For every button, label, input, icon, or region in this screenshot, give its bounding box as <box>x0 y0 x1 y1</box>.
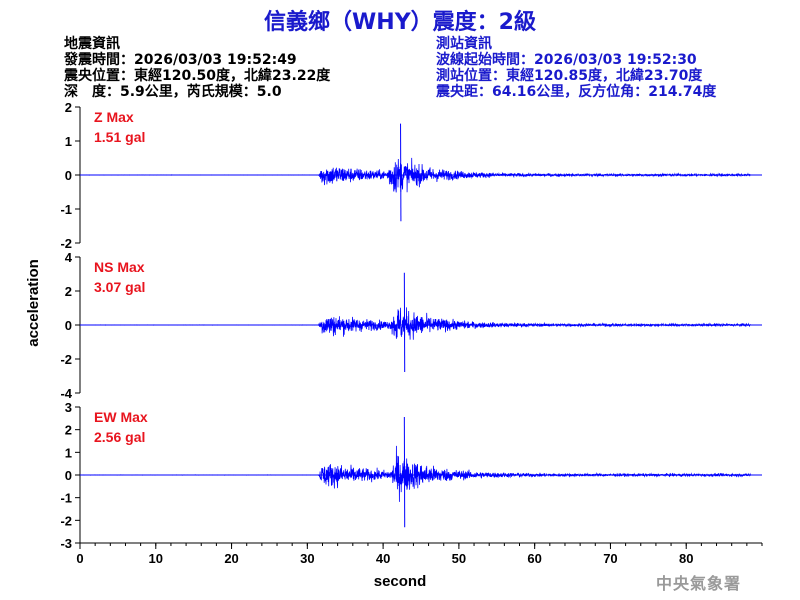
trace-z <box>79 157 751 193</box>
y-tick-label: -3 <box>60 536 72 551</box>
trace-ns <box>79 307 751 341</box>
y-tick-label: 0 <box>65 468 72 483</box>
max-label-z: Z Max <box>94 109 134 125</box>
x-tick-label: 60 <box>527 551 541 566</box>
y-tick-label: -2 <box>60 513 72 528</box>
x-axis-label: second <box>374 573 427 590</box>
station-info-heading: 測站資訊 <box>436 36 492 52</box>
y-tick-label: 1 <box>65 134 72 149</box>
max-label-ns: NS Max <box>94 259 145 275</box>
y-tick-label: -2 <box>60 236 72 251</box>
y-tick-label: -1 <box>60 202 72 217</box>
x-tick-label: 0 <box>76 551 83 566</box>
y-axis-label: acceleration <box>25 259 42 347</box>
y-tick-label: 2 <box>65 284 72 299</box>
quake-origin-time: 發震時間：2026/03/03 19:52:49 <box>64 52 297 68</box>
max-label-ew: EW Max <box>94 409 148 425</box>
max-value-ns: 3.07 gal <box>94 279 145 295</box>
x-tick-label: 80 <box>679 551 693 566</box>
trace-ew <box>79 445 751 502</box>
x-tick-label: 30 <box>300 551 314 566</box>
station-distance: 震央距：64.16公里，反方位角：214.74度 <box>436 84 717 100</box>
x-tick-label: 70 <box>603 551 617 566</box>
x-tick-label: 50 <box>452 551 466 566</box>
station-wave-start: 波線起始時間：2026/03/03 19:52:30 <box>436 52 697 68</box>
y-tick-label: 0 <box>65 318 72 333</box>
y-tick-label: -2 <box>60 352 72 367</box>
x-tick-label: 20 <box>224 551 238 566</box>
x-tick-label: 10 <box>149 551 163 566</box>
y-tick-label: 2 <box>65 423 72 438</box>
y-tick-label: 2 <box>65 100 72 115</box>
station-location: 測站位置：東經120.85度，北緯23.70度 <box>436 68 703 84</box>
y-tick-label: -4 <box>60 386 72 401</box>
max-value-ew: 2.56 gal <box>94 429 145 445</box>
y-tick-label: 4 <box>65 250 73 265</box>
quake-epicenter: 震央位置：東經120.50度，北緯23.22度 <box>64 68 331 84</box>
quake-depth-magnitude: 深 度：5.9公里，芮氏規模：5.0 <box>64 84 282 100</box>
y-tick-label: 1 <box>65 445 72 460</box>
quake-info-panel: 地震資訊 發震時間：2026/03/03 19:52:49 震央位置：東經120… <box>64 36 330 100</box>
quake-info-heading: 地震資訊 <box>64 36 120 52</box>
y-tick-label: 3 <box>65 400 72 415</box>
x-tick-label: 40 <box>376 551 390 566</box>
max-value-z: 1.51 gal <box>94 129 145 145</box>
station-info-panel: 測站資訊 波線起始時間：2026/03/03 19:52:30 測站位置：東經1… <box>436 36 716 100</box>
y-tick-label: -1 <box>60 491 72 506</box>
chart-title: 信義鄉（WHY）震度：2級 <box>264 10 536 35</box>
y-tick-label: 0 <box>65 168 72 183</box>
cwa-logo: 中央氣象署 <box>656 574 742 593</box>
